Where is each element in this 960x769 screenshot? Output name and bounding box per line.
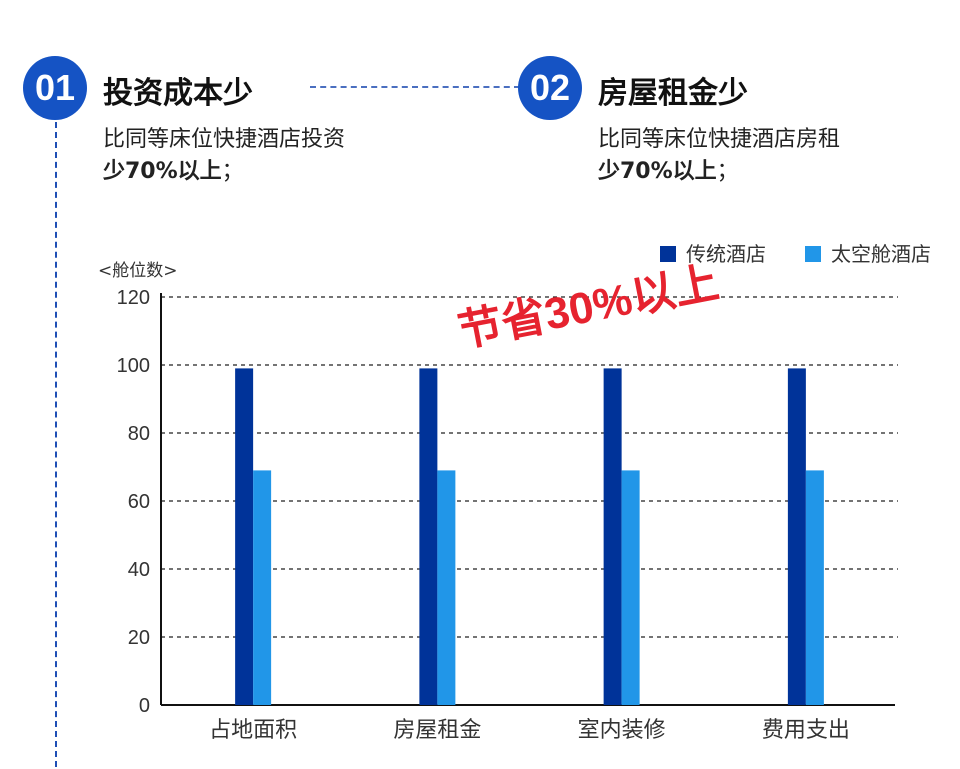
y-tick-label: 0 xyxy=(139,695,150,717)
step-1-desc-bold: 少70%以上 xyxy=(103,159,222,184)
step-1-desc-tail: ； xyxy=(221,159,244,184)
step-1-desc-emphasis: 少70%以上； xyxy=(103,156,345,188)
step-2-desc-emphasis: 少70%以上； xyxy=(598,156,840,188)
bar-traditional xyxy=(787,368,806,705)
legend-label: 太空舱酒店 xyxy=(831,242,931,266)
y-tick-label: 100 xyxy=(117,355,150,377)
step-2-desc-line: 比同等床位快捷酒店房租 xyxy=(598,127,841,152)
timeline-vertical-line xyxy=(55,112,57,767)
step-1-desc: 比同等床位快捷酒店投资 少70%以上； xyxy=(103,124,345,188)
y-axis-label: <舱位数> xyxy=(98,261,178,281)
bar-capsule xyxy=(621,470,640,705)
step-2-desc-bold: 少70%以上 xyxy=(598,159,717,184)
x-tick-label: 房屋租金 xyxy=(393,718,481,743)
x-tick-label: 占地面积 xyxy=(209,718,297,743)
step-1-title: 投资成本少 xyxy=(103,76,253,111)
bar-traditional xyxy=(235,368,254,705)
step-1-badge: 01 xyxy=(23,56,87,120)
y-tick-label: 80 xyxy=(128,423,150,445)
step-2-desc-tail: ； xyxy=(716,159,739,184)
bar-traditional xyxy=(603,368,622,705)
step-1-desc-line: 比同等床位快捷酒店投资 xyxy=(103,127,346,152)
bar-capsule xyxy=(253,470,272,705)
x-tick-label: 费用支出 xyxy=(762,718,850,743)
step-2-desc: 比同等床位快捷酒店房租 少70%以上； xyxy=(598,124,840,188)
legend-label: 传统酒店 xyxy=(686,242,766,266)
legend-swatch xyxy=(660,246,676,262)
y-tick-label: 120 xyxy=(117,287,150,309)
step-2-title: 房屋租金少 xyxy=(598,76,748,111)
y-tick-label: 60 xyxy=(128,491,150,513)
x-tick-label: 室内装修 xyxy=(578,718,666,743)
step-connector-line xyxy=(310,86,520,88)
y-tick-label: 20 xyxy=(128,627,150,649)
bar-traditional xyxy=(419,368,438,705)
step-2-badge: 02 xyxy=(518,56,582,120)
bar-capsule xyxy=(437,470,456,705)
bar-capsule xyxy=(805,470,824,705)
legend-swatch xyxy=(805,246,821,262)
y-tick-label: 40 xyxy=(128,559,150,581)
